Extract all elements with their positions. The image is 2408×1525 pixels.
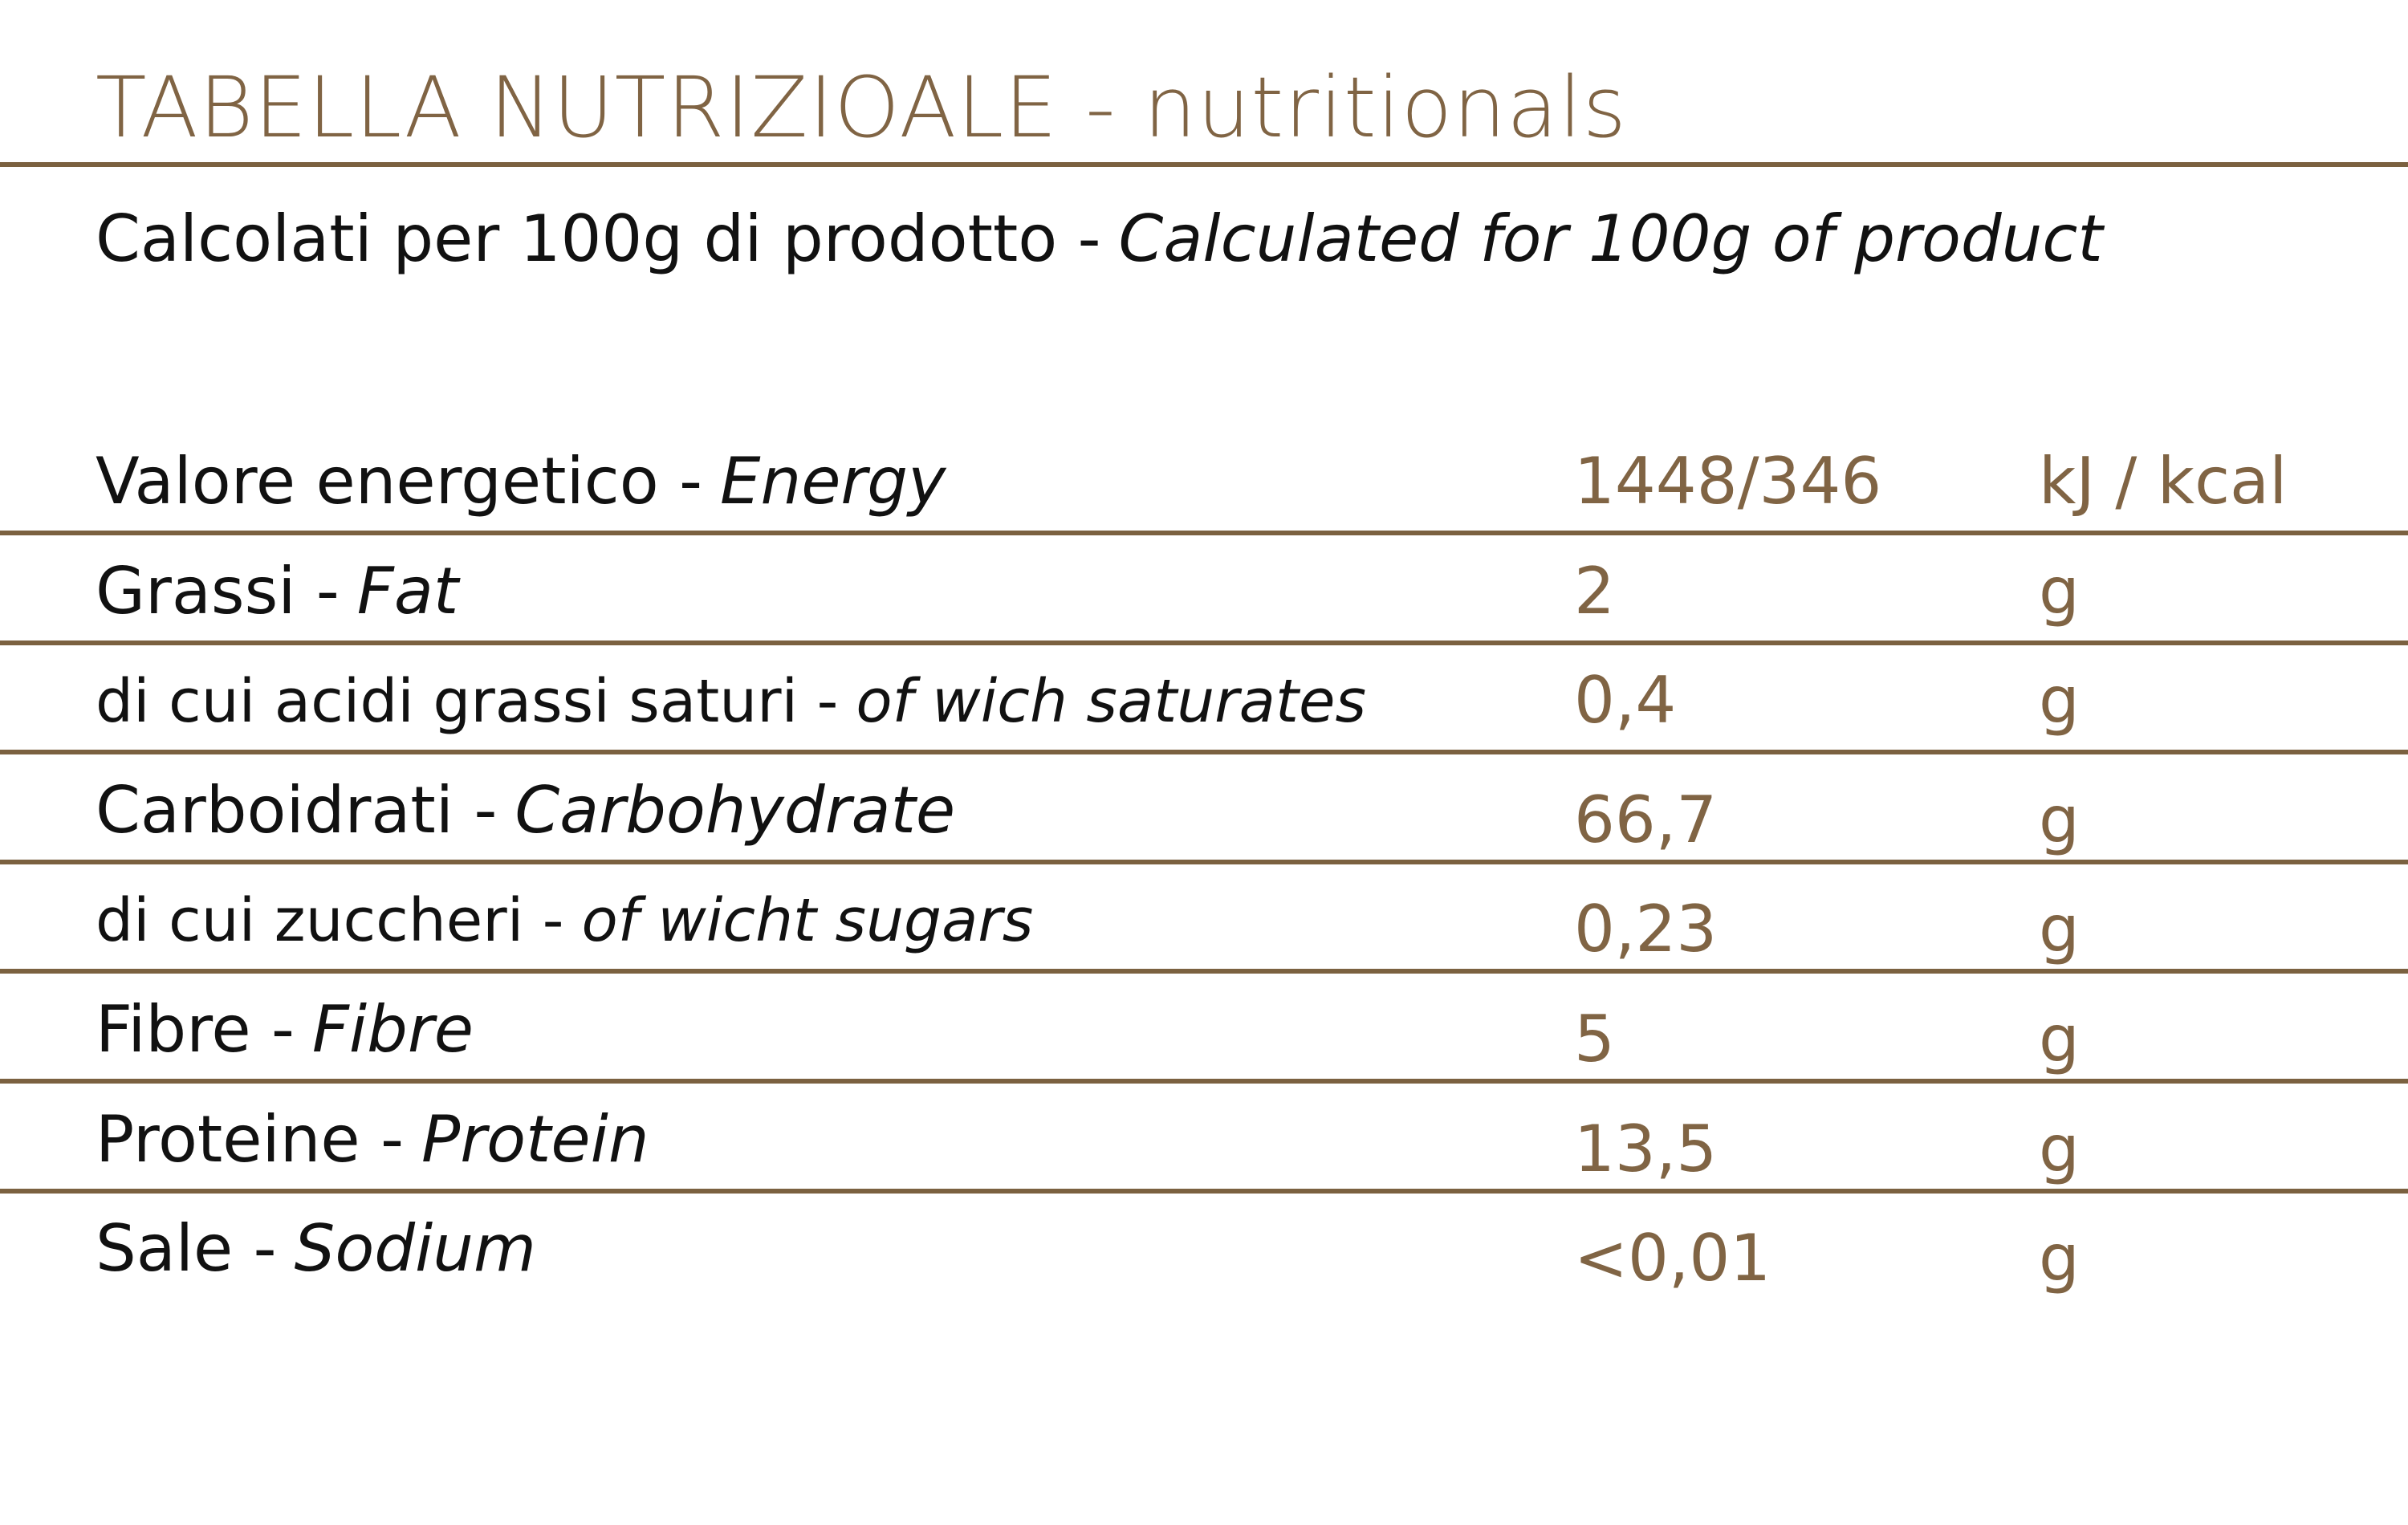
row-label: Carboidrati - Carbohydrate [96,778,955,843]
row-label: Sale - Sodium [96,1217,536,1281]
row-value: <0,01 [1574,1221,1771,1296]
row-label: Grassi - Fat [96,559,458,624]
label-en: Fat [356,553,459,628]
title: TABELLA NUTRIZIOALE - nutritionals [96,59,1627,157]
label-it: Sale - [96,1211,277,1287]
row-label: Valore energetico - Energy [96,449,946,514]
row-unit: g [2039,1221,2080,1296]
row-value: 5 [1574,1002,1615,1076]
subtitle-text: Calcolati per 100g di prodotto - [96,201,1101,276]
row-rule [0,969,2408,974]
row-rule [0,531,2408,535]
row-unit: g [2039,1111,2080,1186]
row-unit: g [2039,553,2080,628]
label-it: Grassi - [96,553,340,628]
row-unit: g [2039,782,2080,857]
label-en: of wicht sugars [581,886,1034,956]
row-value: 0,23 [1574,892,1718,967]
label-en: Energy [719,444,946,518]
label-en: Sodium [294,1211,536,1287]
label-en: Protein [421,1101,649,1177]
row-unit: kJ / kcal [2039,444,2288,518]
label-it: Proteine - [96,1101,404,1177]
row-rule [0,859,2408,864]
subtitle: Calcolati per 100g di prodotto - Calculat… [96,207,2103,271]
label-it: di cui acidi grassi saturi - [96,667,839,737]
label-it: di cui zuccheri - [96,886,564,956]
row-unit: g [2039,663,2080,738]
label-it: Carboidrati - [96,772,498,848]
row-value: 2 [1574,553,1615,628]
row-rule [0,1188,2408,1194]
title-rule [0,162,2408,167]
label-it: Fibre - [96,992,295,1067]
row-unit: g [2039,892,2080,967]
row-rule [0,1079,2408,1084]
subtitle-italic: Calculated for 100g of product [1118,201,2103,276]
row-value: 13,5 [1574,1111,1718,1186]
row-unit: g [2039,1002,2080,1076]
row-rule [0,640,2408,645]
label-it: Valore energetico - [96,444,702,518]
row-label: di cui acidi grassi saturi - of wich satu… [96,672,1366,731]
row-label: Fibre - Fibre [96,998,474,1062]
label-en: Fibre [311,992,474,1067]
row-value: 66,7 [1574,782,1718,857]
row-rule [0,750,2408,755]
label-en: of wich saturates [856,667,1367,737]
row-value: 0,4 [1574,663,1677,738]
row-value: 1448/346 [1574,444,1882,518]
row-label: di cui zuccheri - of wicht sugars [96,891,1033,950]
label-en: Carbohydrate [515,772,956,848]
row-label: Proteine - Protein [96,1107,649,1172]
